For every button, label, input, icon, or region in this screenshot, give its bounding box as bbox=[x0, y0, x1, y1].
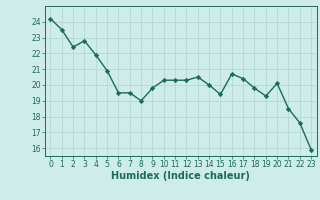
X-axis label: Humidex (Indice chaleur): Humidex (Indice chaleur) bbox=[111, 171, 250, 181]
